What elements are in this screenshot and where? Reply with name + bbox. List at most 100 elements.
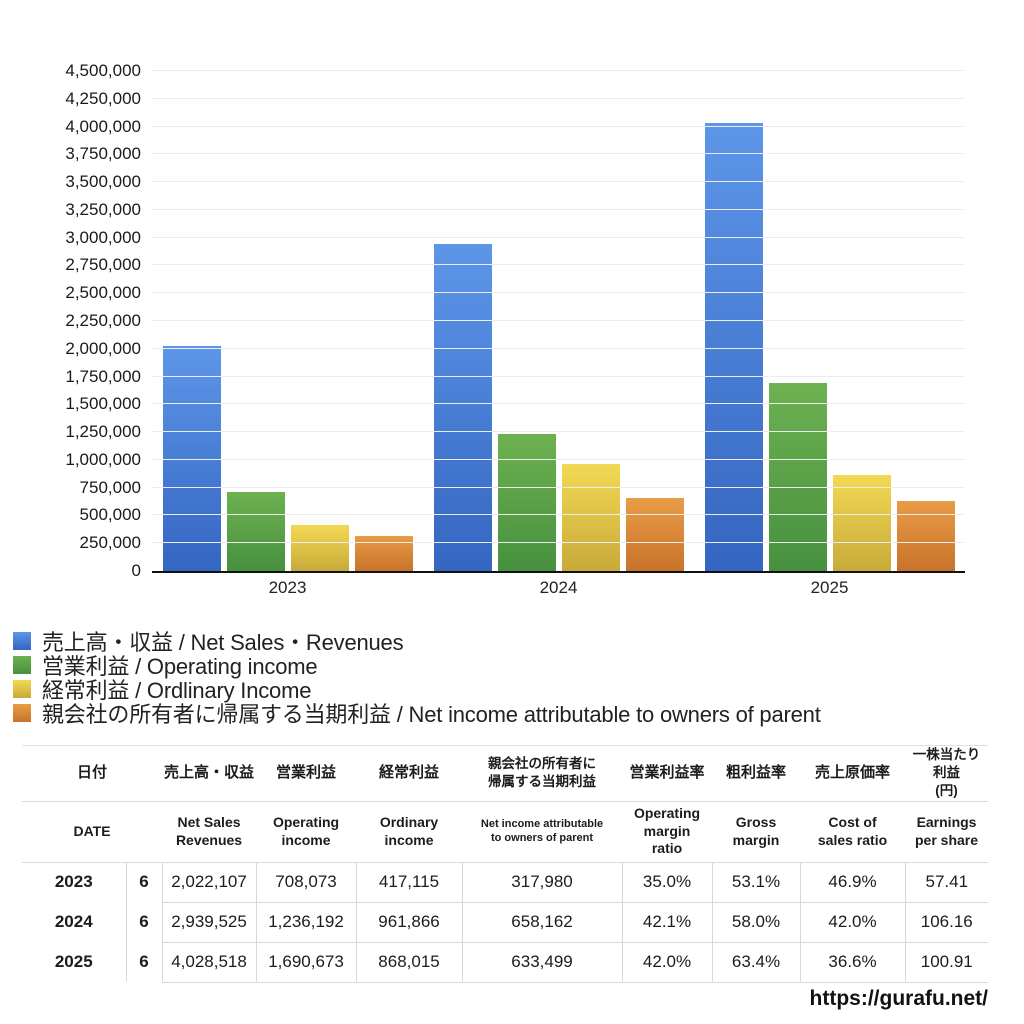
bar-net-income-parent-2024	[625, 497, 684, 571]
x-axis-label-2023: 2023	[268, 578, 307, 597]
table-body: 2023 6 2,022,107 708,073 417,115 317,980 35.0%…	[22, 862, 989, 983]
col-header-en-3: Net income attributable to owners of par…	[462, 801, 623, 863]
col-header-en-5: Gross margin	[712, 801, 801, 863]
cell-value-4: 42.1%	[621, 902, 713, 943]
y-axis-tick-label: 2,500,000	[65, 283, 141, 303]
legend-label: 親会社の所有者に帰属する当期利益 / Net income attributab…	[42, 702, 821, 727]
col-header-ja-2: 経常利益	[356, 745, 463, 802]
bar-ordinary-income-2025	[832, 474, 891, 571]
bar-group-2025	[694, 71, 965, 571]
y-axis-tick-label: 3,250,000	[65, 199, 141, 219]
y-axis-tick-label: 1,000,000	[65, 449, 141, 469]
cell-year: 2023	[54, 872, 93, 892]
y-axis-tick-label: 2,750,000	[65, 255, 141, 275]
cell-value-6: 36.6%	[799, 942, 906, 983]
bar-net-sales-2025	[704, 123, 763, 571]
cell-value-1: 1,690,673	[255, 942, 357, 983]
legend-item-net-sales: 売上高・収益 / Net Sales・Revenues	[13, 629, 821, 655]
cell-value-0: 2,022,107	[161, 862, 257, 903]
x-axis-label-2024: 2024	[539, 578, 578, 597]
cell-value-2: 961,866	[355, 902, 463, 943]
bar-operating-income-2024	[497, 433, 556, 571]
col-header-en-4: Operating margin ratio	[622, 801, 713, 863]
table-header-row-english: DATE Net Sales Revenues Operating income Or…	[22, 801, 989, 863]
cell-month: 6	[125, 942, 163, 983]
legend-label: 営業利益 / Operating income	[42, 654, 318, 679]
bar-group-2023	[152, 71, 423, 571]
bar-net-income-parent-2025	[896, 500, 955, 571]
legend-swatch-icon	[13, 632, 31, 650]
bar-operating-income-2023	[226, 492, 285, 571]
col-header-ja-4: 営業利益率	[622, 745, 713, 802]
cell-value-3: 658,162	[461, 902, 623, 943]
y-axis-tick-label: 1,750,000	[65, 366, 141, 386]
y-axis-tick-label: 3,750,000	[65, 144, 141, 164]
x-axis-label-2025: 2025	[810, 578, 849, 597]
cell-value-0: 4,028,518	[161, 942, 257, 983]
cell-value-6: 46.9%	[799, 862, 906, 903]
y-axis-tick-label: 4,250,000	[65, 88, 141, 108]
y-axis-tick-label: 500,000	[79, 505, 141, 525]
cell-value-7: 106.16	[904, 902, 989, 943]
table-row-2023: 2023 6 2,022,107 708,073 417,115 317,980 35.0%…	[22, 862, 989, 903]
col-header-date-ja: 日付	[22, 745, 163, 802]
bar-ordinary-income-2023	[290, 524, 349, 571]
col-header-en-7: Earnings per share	[905, 801, 989, 863]
cell-value-1: 708,073	[255, 862, 357, 903]
cell-value-7: 57.41	[904, 862, 989, 903]
bar-chart-plot-area: 2023 2024 2025 0 250,000 500,000 750,000 1,000…	[65, 61, 965, 597]
chart-legend: 売上高・収益 / Net Sales・Revenues 営業利益 / Operat…	[13, 629, 821, 727]
cell-value-2: 417,115	[355, 862, 463, 903]
col-header-en-6: Cost of sales ratio	[800, 801, 906, 863]
col-header-en-2: Ordinary income	[356, 801, 463, 863]
legend-swatch-icon	[13, 680, 31, 698]
cell-value-6: 42.0%	[799, 902, 906, 943]
cell-year: 2024	[54, 912, 93, 932]
y-axis-tick-label: 750,000	[79, 477, 141, 497]
legend-swatch-icon	[13, 656, 31, 674]
col-header-en-1: Operating income	[256, 801, 357, 863]
bar-net-sales-2023	[162, 346, 221, 571]
cell-value-3: 633,499	[461, 942, 623, 983]
cell-value-5: 53.1%	[711, 862, 801, 903]
table-row-2024: 2024 6 2,939,525 1,236,192 961,866 658,162 42.…	[22, 902, 989, 943]
cell-value-0: 2,939,525	[161, 902, 257, 943]
col-header-en-0: Net Sales Revenues	[162, 801, 257, 863]
legend-item-ordinary-income: 経常利益 / Ordlinary Income	[13, 677, 821, 703]
financial-data-table: 日付 売上高・収益 営業利益 経常利益 親会社の所有者に 帰属する当期利益 営業利益率 粗利…	[22, 745, 989, 983]
y-axis-tick-label: 1,250,000	[65, 422, 141, 442]
y-axis-tick-label: 4,500,000	[65, 61, 141, 80]
cell-value-4: 42.0%	[621, 942, 713, 983]
col-header-ja-3: 親会社の所有者に 帰属する当期利益	[462, 745, 623, 802]
bar-net-income-parent-2023	[354, 535, 413, 571]
legend-label: 経常利益 / Ordlinary Income	[42, 678, 312, 703]
col-header-ja-6: 売上原価率	[800, 745, 906, 802]
y-axis-tick-label: 250,000	[79, 533, 141, 553]
y-axis-tick-label: 3,500,000	[65, 172, 141, 192]
site-url: https://gurafu.net/	[809, 987, 988, 1010]
legend-swatch-icon	[13, 704, 31, 722]
col-header-ja-1: 営業利益	[256, 745, 357, 802]
col-header-date-en: DATE	[22, 801, 163, 863]
y-axis-tick-label: 1,500,000	[65, 394, 141, 414]
cell-value-5: 63.4%	[711, 942, 801, 983]
y-axis-tick-label: 0	[131, 561, 141, 580]
bars-row	[152, 71, 965, 571]
y-axis-tick-label: 2,250,000	[65, 311, 141, 330]
y-axis-tick-label: 2,000,000	[65, 338, 141, 358]
bar-operating-income-2025	[768, 383, 827, 571]
col-header-ja-0: 売上高・収益	[162, 745, 257, 802]
x-axis-labels: 2023 2024 2025	[152, 578, 965, 598]
legend-item-net-income-parent: 親会社の所有者に帰属する当期利益 / Net income attributab…	[13, 701, 821, 727]
col-header-ja-5: 粗利益率	[712, 745, 801, 802]
legend-label: 売上高・収益 / Net Sales・Revenues	[42, 630, 404, 655]
y-axis-tick-label: 4,000,000	[65, 116, 141, 136]
cell-value-3: 317,980	[461, 862, 623, 903]
bar-net-sales-2024	[433, 244, 492, 571]
y-axis-tick-label: 3,000,000	[65, 227, 141, 247]
cell-value-1: 1,236,192	[255, 902, 357, 943]
cell-value-4: 35.0%	[621, 862, 713, 903]
table-header: 日付 売上高・収益 営業利益 経常利益 親会社の所有者に 帰属する当期利益 営業利益率 粗利…	[22, 745, 989, 863]
cell-year: 2025	[54, 952, 93, 972]
cell-value-5: 58.0%	[711, 902, 801, 943]
